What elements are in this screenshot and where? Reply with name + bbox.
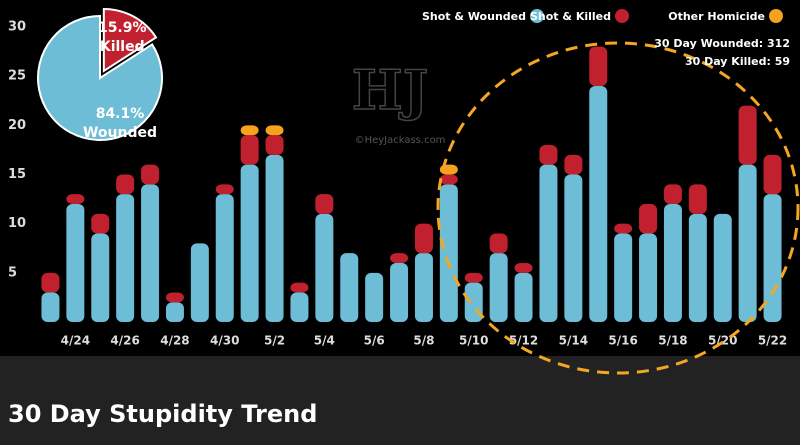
watermark: ©HeyJackass.com [355,135,446,146]
bar-segment [589,86,608,322]
bar-segment [265,135,284,155]
x-tick-label: 5/18 [658,334,687,348]
chart-title: 30 Day Stupidity Trend [8,400,317,428]
bar-segment [315,213,334,322]
x-tick-label: 4/24 [61,334,90,348]
bar-segment [265,125,284,136]
bar-segment [116,194,135,322]
bar-segment [614,223,633,234]
bar-segment [514,263,533,273]
pie-category-label: Killed [100,39,145,55]
pie-slice [102,7,158,73]
y-tick-label: 30 [8,20,26,35]
bar-segment [464,272,483,283]
pie-value-label: 84.1% [96,106,145,122]
legend-swatch [769,9,783,23]
bar-segment [91,213,110,234]
bar-segment [489,253,508,322]
bar-segment [66,204,85,322]
bar-segment [290,282,309,293]
bar-segment [414,253,433,322]
bar-segment [564,154,583,175]
x-tick-label: 5/10 [459,334,488,348]
bar-segment [91,233,110,322]
bar-segment [141,164,160,185]
bar-segment [738,105,757,165]
x-tick-label: 5/6 [364,334,385,348]
bar-segment [688,213,707,322]
bar-segment [215,194,234,322]
bar-segment [489,233,508,254]
bar-segment [439,184,458,322]
bar-segment [614,233,633,322]
y-tick-label: 25 [8,69,26,84]
y-tick-label: 5 [8,265,17,280]
bar-segment [165,292,184,303]
bar-segment [539,164,558,322]
bar-segment [265,154,284,322]
x-tick-label: 5/2 [264,334,285,348]
bar-segment [315,194,334,214]
bar-segment [738,164,757,322]
y-tick-label: 10 [8,216,26,231]
x-tick-label: 4/28 [160,334,189,348]
x-tick-label: 4/26 [110,334,139,348]
bar-segment [190,243,209,322]
x-tick-label: 4/30 [210,334,239,348]
legend-label: Other Homicide [668,10,765,23]
bar-segment [41,272,60,293]
bar-segment [165,302,184,322]
legend-label: Shot & Wounded [422,10,526,23]
bar-segment [414,223,433,254]
x-tick-label: 5/14 [559,334,588,348]
bar-segment [365,272,384,322]
pie-slice [37,14,163,141]
bar-segment [564,174,583,322]
legend-swatch [615,9,629,23]
x-tick-label: 5/4 [314,334,335,348]
bar-segment [41,292,60,322]
pie-chart: 84.1% Wounded 15.9% Killed [37,7,163,141]
bar-segment [116,174,135,195]
legend-label: Shot & Killed [530,10,611,23]
x-tick-label: 5/22 [758,334,787,348]
bar-segment [240,135,259,165]
annotation: 30 Day Wounded: 312 [654,37,790,50]
bar-segment [215,184,234,195]
x-tick-label: 5/16 [608,334,637,348]
bar-segment [390,253,409,263]
bar-segment [66,194,85,204]
bar-segment [290,292,309,322]
bar-segment [688,184,707,214]
bar-segment [763,194,782,322]
y-tick-label: 15 [8,167,26,182]
annotation: 30 Day Killed: 59 [685,55,790,68]
bar-segment [141,184,160,322]
bar-segment [439,174,458,185]
x-tick-label: 5/12 [509,334,538,348]
bar-segment [240,125,259,136]
bar-segment [340,253,359,322]
plot: 5 10 15 20 25 30 4/24 4/26 4/28 4/30 5/2 5/4 5/6 5/8 5… [8,9,787,348]
pie-value-label: 15.9% [98,20,147,36]
bar-segment [713,213,732,322]
highlight-circle [436,41,800,375]
x-tick-label: 5/8 [413,334,434,348]
legend-swatch [530,9,544,23]
bar-segment [240,164,259,322]
bar-segment [663,204,682,322]
bar-segment [663,184,682,204]
bar-segment [539,145,558,165]
bar-segment [639,233,658,322]
watermark: HJ [352,58,429,122]
bar-segment [589,46,608,86]
bar-segment [639,204,658,234]
y-tick-label: 20 [8,118,26,133]
bar-segment [514,272,533,322]
pie-category-label: Wounded [83,125,157,141]
bar-segment [390,263,409,322]
bar-segment [763,154,782,195]
